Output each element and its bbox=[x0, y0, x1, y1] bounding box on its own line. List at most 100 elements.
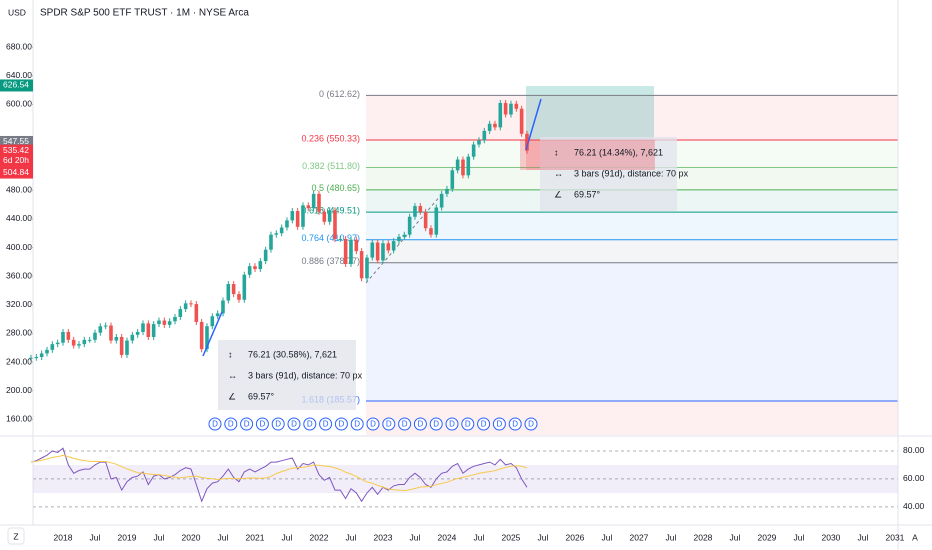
candle-body bbox=[162, 320, 167, 325]
x-tick-label: Jul bbox=[346, 532, 357, 542]
candle-body bbox=[119, 336, 124, 355]
measure-icon: ↔ bbox=[554, 168, 563, 178]
dividend-marker[interactable] bbox=[398, 417, 412, 431]
auto-scale-button[interactable]: A bbox=[912, 532, 918, 542]
candle-body bbox=[215, 313, 220, 317]
dividend-marker[interactable] bbox=[477, 417, 491, 431]
dividend-marker[interactable] bbox=[319, 417, 333, 431]
dividend-label[interactable]: D bbox=[481, 420, 487, 429]
dividend-marker[interactable] bbox=[366, 417, 380, 431]
dividend-label[interactable]: D bbox=[307, 420, 313, 429]
dividend-label[interactable]: D bbox=[433, 420, 439, 429]
candle-body bbox=[173, 316, 177, 322]
candle-body bbox=[125, 340, 129, 355]
dividend-marker[interactable] bbox=[224, 417, 238, 431]
candle-body bbox=[253, 266, 257, 270]
candle-body bbox=[50, 344, 55, 350]
candle-body bbox=[178, 309, 183, 317]
dividend-label[interactable]: D bbox=[212, 420, 218, 429]
dividend-marker[interactable] bbox=[208, 417, 222, 431]
candle-body bbox=[285, 220, 289, 228]
dividend-marker[interactable] bbox=[240, 417, 254, 431]
dividend-label[interactable]: D bbox=[449, 420, 455, 429]
price-badge bbox=[0, 79, 33, 92]
dividend-label[interactable]: D bbox=[386, 420, 392, 429]
x-tick-label: 2023 bbox=[374, 532, 393, 542]
dividend-label[interactable]: D bbox=[323, 420, 329, 429]
dividend-marker[interactable] bbox=[445, 417, 459, 431]
candle-body bbox=[77, 344, 81, 346]
dividend-label[interactable]: D bbox=[244, 420, 250, 429]
dividend-marker[interactable] bbox=[461, 417, 475, 431]
dividend-label[interactable]: D bbox=[528, 420, 534, 429]
candle-body bbox=[45, 349, 49, 354]
candle-body bbox=[354, 239, 359, 252]
dividend-label[interactable]: D bbox=[465, 420, 471, 429]
candle-body bbox=[269, 234, 273, 250]
dividend-marker[interactable] bbox=[350, 417, 364, 431]
y-tick-label: 600.00 bbox=[6, 99, 32, 109]
x-tick-label: 2030 bbox=[821, 532, 840, 542]
dividend-marker[interactable] bbox=[334, 417, 348, 431]
candle-body bbox=[525, 133, 529, 151]
candle-body bbox=[183, 303, 188, 310]
x-tick-label: Jul bbox=[410, 532, 421, 542]
x-tick-label: Jul bbox=[602, 532, 613, 542]
dividend-marker[interactable] bbox=[492, 417, 506, 431]
measure-icon: ∠ bbox=[228, 391, 236, 401]
candle-body bbox=[333, 210, 337, 239]
candle-body bbox=[82, 339, 87, 345]
candle-body bbox=[439, 193, 444, 208]
candle-body bbox=[151, 324, 156, 337]
measure-text: 69.57° bbox=[248, 391, 275, 401]
candle-body bbox=[87, 339, 92, 341]
fib-label: 0.764 (410.97) bbox=[301, 233, 360, 243]
dividend-label[interactable]: D bbox=[354, 420, 360, 429]
y-tick-label: 160.00 bbox=[6, 414, 32, 424]
candle-body bbox=[519, 108, 524, 134]
timezone-button[interactable] bbox=[7, 527, 25, 545]
measure-icon: ∠ bbox=[554, 189, 562, 199]
dividend-marker[interactable] bbox=[382, 417, 396, 431]
candle-body bbox=[258, 261, 263, 270]
dividend-marker[interactable] bbox=[255, 417, 269, 431]
candle-body bbox=[61, 331, 65, 343]
candle-body bbox=[66, 331, 71, 340]
dividend-label[interactable]: D bbox=[370, 420, 376, 429]
rsi-line bbox=[30, 447, 528, 503]
candle-body bbox=[237, 294, 241, 300]
rsi-tick-label: 80.00 bbox=[903, 445, 925, 455]
candle-body bbox=[365, 257, 369, 279]
candle-body bbox=[466, 156, 471, 176]
dividend-label[interactable]: D bbox=[402, 420, 408, 429]
candle-body bbox=[375, 242, 380, 261]
dividend-marker[interactable] bbox=[429, 417, 443, 431]
dividend-marker[interactable] bbox=[508, 417, 522, 431]
dividend-marker[interactable] bbox=[413, 417, 427, 431]
dividend-label[interactable]: D bbox=[291, 420, 297, 429]
dividend-label[interactable]: D bbox=[512, 420, 518, 429]
candle-body bbox=[429, 228, 433, 235]
dividend-label[interactable]: D bbox=[260, 420, 266, 429]
dividend-marker[interactable] bbox=[524, 417, 538, 431]
measure-text: 3 bars (91d), distance: 70 px bbox=[574, 168, 689, 178]
price-badge-label: 535.42 bbox=[3, 145, 29, 155]
dividend-label[interactable]: D bbox=[497, 420, 503, 429]
candle-body bbox=[327, 210, 332, 222]
dividend-label[interactable]: D bbox=[418, 420, 424, 429]
candle-body bbox=[55, 342, 60, 345]
dividend-label[interactable]: D bbox=[339, 420, 345, 429]
dividend-marker[interactable] bbox=[287, 417, 301, 431]
candle-body bbox=[461, 159, 465, 176]
dividend-marker[interactable] bbox=[303, 417, 317, 431]
y-tick-label: 200.00 bbox=[6, 385, 32, 395]
dividend-label[interactable]: D bbox=[228, 420, 234, 429]
fib-label: 0.5 (480.65) bbox=[311, 183, 360, 193]
timezone-button-label[interactable]: Z bbox=[13, 531, 18, 541]
dividend-label[interactable]: D bbox=[275, 420, 281, 429]
dividend-marker[interactable] bbox=[271, 417, 285, 431]
y-tick-label: 320.00 bbox=[6, 299, 32, 309]
candle-body bbox=[423, 211, 428, 229]
x-tick-label: 2019 bbox=[118, 532, 137, 542]
